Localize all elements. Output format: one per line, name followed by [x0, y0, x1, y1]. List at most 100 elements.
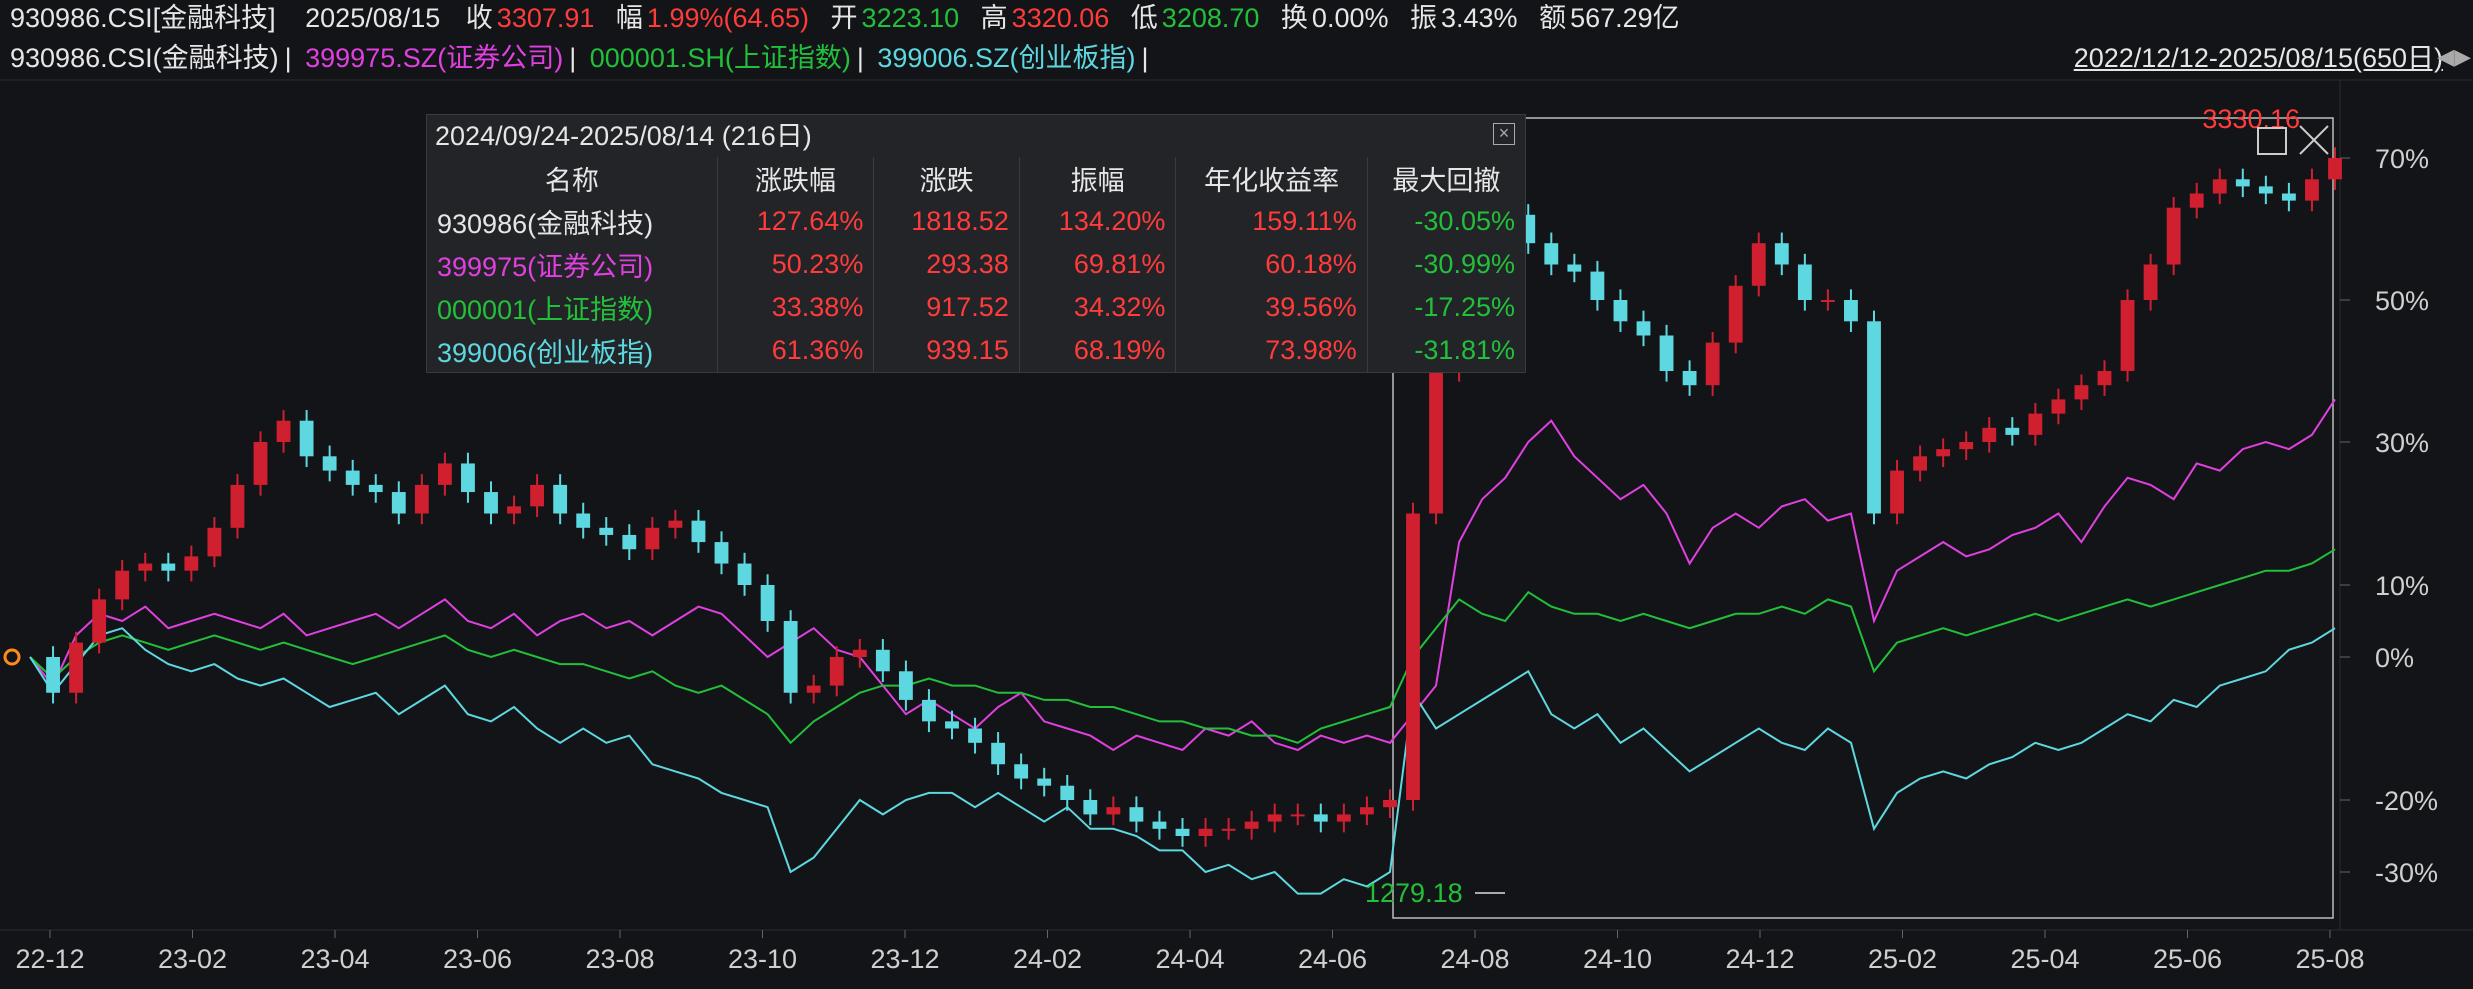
stats-header-row: 名称 涨跌幅 涨跌 振幅 年化收益率 最大回撤: [427, 157, 1525, 200]
candle-body: [1313, 814, 1328, 822]
candle-body: [207, 527, 222, 557]
legend-item-fintech[interactable]: 930986.CSI(金融科技): [10, 43, 279, 73]
dropdown-arrow-icon[interactable]: ◀▶: [2437, 44, 2471, 69]
row-name: 000001(上证指数): [437, 295, 654, 325]
candle-body: [507, 506, 521, 514]
legend-item-chinext[interactable]: 399006.SZ(创业板指): [877, 43, 1136, 73]
row-cell: 134.20%: [1018, 200, 1176, 243]
candle-body: [2305, 179, 2319, 201]
legend-item-shanghai[interactable]: 000001.SH(上证指数): [589, 43, 851, 73]
candle-body: [2120, 300, 2135, 371]
column-header: 名称: [544, 166, 599, 196]
legend-separator: |: [284, 43, 292, 73]
x-tick-label: 23-12: [870, 944, 939, 974]
y-tick-label: 0%: [2375, 643, 2414, 673]
close-icon[interactable]: ×: [1493, 123, 1515, 145]
legend-item-securities[interactable]: 399975.SZ(证券公司): [305, 43, 564, 73]
candle-body: [138, 563, 153, 571]
candle-body: [668, 520, 683, 528]
candle-body: [1060, 785, 1075, 800]
candle-body: [2028, 413, 2043, 435]
y-tick-label: 50%: [2375, 286, 2429, 316]
close-label: 收: [465, 3, 493, 33]
candle-body: [991, 742, 1006, 765]
table-row[interactable]: 399006(创业板指) 61.36% 939.15 68.19% 73.98% -31.…: [427, 329, 1525, 372]
row-cell: 33.38%: [716, 286, 874, 329]
legend-separator: |: [569, 43, 577, 73]
y-tick-label: 10%: [2375, 571, 2429, 601]
candle-body: [161, 563, 176, 571]
column-header: 振幅: [1018, 157, 1176, 200]
high-label: 高: [980, 3, 1008, 33]
x-tick-label: 23-04: [300, 944, 369, 974]
candle-body: [276, 420, 291, 442]
candle-body: [714, 542, 729, 564]
candle-body: [2258, 186, 2273, 194]
quote-header: 930986.CSI[金融科技] 2025/08/15 收 3307.91 幅 1.…: [10, 0, 1684, 36]
stats-popup-header: 2024/09/24-2025/08/14 (216日) ×: [427, 115, 1525, 157]
candle-body: [806, 685, 821, 693]
candle-body: [437, 463, 452, 485]
x-tick-label: 24-04: [1155, 944, 1224, 974]
x-tick-label: 24-08: [1440, 944, 1509, 974]
row-cell: 50.23%: [716, 243, 874, 286]
y-tick-label: 70%: [2375, 144, 2429, 174]
candle-body: [1751, 243, 1766, 286]
candle-body: [299, 420, 314, 457]
candle-body: [92, 599, 107, 643]
candle-body: [2166, 207, 2181, 265]
candle-body: [1797, 264, 1812, 300]
row-cell: 1818.52: [873, 200, 1020, 243]
amount-value: 567.29亿: [1570, 3, 1680, 33]
candle-body: [1175, 828, 1190, 836]
candle-body: [115, 570, 130, 600]
stats-table: 名称 涨跌幅 涨跌 振幅 年化收益率 最大回撤 930986(金融科技) 127.64% 18…: [427, 157, 1525, 372]
start-marker-icon: [3, 648, 21, 666]
close-selection-icon: [2299, 125, 2329, 155]
table-row[interactable]: 930986(金融科技) 127.64% 1818.52 134.20% 159.11%…: [427, 200, 1525, 243]
column-header: 年化收益率: [1175, 157, 1368, 200]
table-row[interactable]: 000001(上证指数) 33.38% 917.52 34.32% 39.56% -17.…: [427, 286, 1525, 329]
date-range-selector[interactable]: 2022/12/12-2025/08/15(650日): [2073, 43, 2443, 73]
close-value: 3307.91: [496, 3, 595, 33]
candle-body: [253, 442, 268, 485]
row-cell: 34.32%: [1018, 286, 1176, 329]
symbol: 930986.CSI[金融科技]: [10, 3, 276, 33]
candle-body: [622, 534, 637, 550]
candle-body: [414, 484, 429, 514]
series-line: [29, 398, 2336, 752]
change-label: 幅: [615, 3, 643, 33]
row-cell: 293.38: [873, 243, 1020, 286]
candle-body: [737, 563, 752, 585]
candle-body: [1982, 427, 1997, 442]
candle-body: [2281, 193, 2296, 201]
candle-body: [1083, 800, 1098, 815]
candle-body: [2005, 427, 2020, 435]
table-row[interactable]: 399975(证券公司) 50.23% 293.38 69.81% 60.18% -30.…: [427, 243, 1525, 286]
candle-body: [1820, 300, 1835, 302]
selection-box: [1392, 117, 2334, 919]
candle-body: [1014, 764, 1029, 779]
candle-body: [852, 649, 867, 657]
row-cell: 159.11%: [1175, 200, 1368, 243]
amount-label: 额: [1539, 3, 1567, 33]
candle-body: [1613, 300, 1628, 322]
candle-body: [1544, 243, 1559, 265]
candle-body: [922, 699, 936, 722]
y-tick-label: 30%: [2375, 428, 2429, 458]
candle-body: [2328, 158, 2342, 180]
x-tick-label: 25-02: [1868, 944, 1937, 974]
candle-body: [1913, 456, 1928, 471]
candle-body: [1636, 321, 1651, 336]
row-cell: -31.81%: [1366, 329, 1525, 372]
row-name: 930986(金融科技): [437, 209, 654, 239]
candle-body: [691, 520, 706, 543]
x-tick-label: 23-08: [585, 944, 654, 974]
row-cell: 917.52: [873, 286, 1020, 329]
candle-body: [2097, 371, 2112, 386]
candle-body: [2189, 193, 2204, 208]
candle-body: [2212, 179, 2227, 194]
candle-body: [576, 513, 591, 528]
column-header: 涨跌幅: [716, 157, 874, 200]
